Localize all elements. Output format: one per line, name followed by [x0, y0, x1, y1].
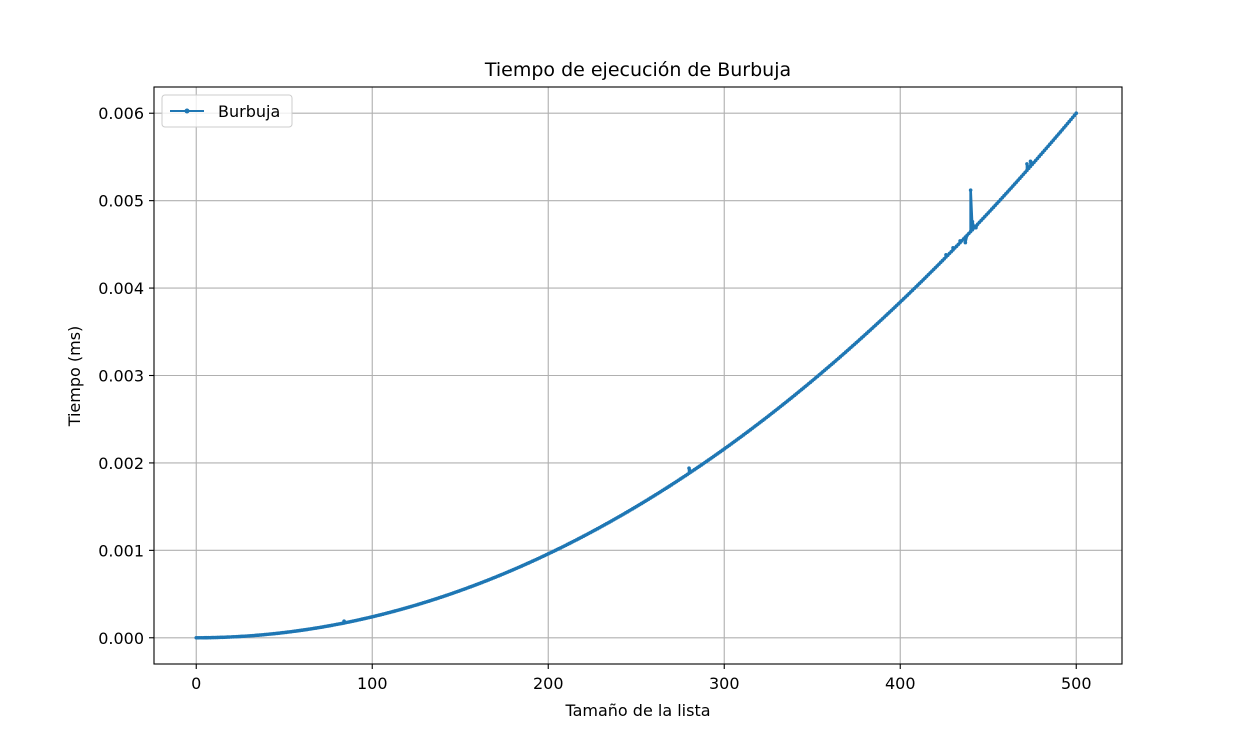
chart-title: Tiempo de ejecución de Burbuja [484, 59, 791, 81]
y-tick-label: 0.006 [98, 104, 144, 123]
legend-marker-burbuja [184, 108, 190, 114]
y-tick-label: 0.003 [98, 367, 144, 386]
data-point [1028, 159, 1033, 164]
y-axis-label: Tiempo (ms) [65, 326, 84, 428]
y-tick-label: 0.004 [98, 279, 144, 298]
legend-label-burbuja: Burbuja [218, 102, 280, 121]
y-tick-label: 0.005 [98, 192, 144, 211]
x-tick-label: 0 [191, 674, 201, 693]
x-tick-label: 200 [533, 674, 564, 693]
y-tick-label: 0.000 [98, 629, 144, 648]
legend: Burbuja [161, 94, 293, 128]
grid-layer [154, 87, 1122, 664]
data-point [963, 240, 968, 245]
x-tick-label: 100 [357, 674, 388, 693]
x-tick-label: 500 [1061, 674, 1092, 693]
data-point [970, 219, 975, 224]
x-tick-label: 300 [709, 674, 740, 693]
x-axis-label: Tamaño de la lista [564, 701, 710, 720]
legend-box [161, 94, 293, 128]
data-point [974, 225, 978, 230]
x-axis: 0 100 200 300 400 500 [191, 664, 1092, 693]
data-point [687, 466, 691, 470]
y-axis: 0.000 0.001 0.002 0.003 0.004 0.005 0.006 [98, 104, 154, 648]
data-point [968, 188, 973, 192]
data-point [1025, 162, 1029, 166]
y-tick-label: 0.001 [98, 541, 144, 560]
data-point [1074, 111, 1079, 116]
y-tick-label: 0.002 [98, 454, 144, 473]
plot-area [194, 111, 1079, 640]
x-tick-label: 400 [885, 674, 916, 693]
